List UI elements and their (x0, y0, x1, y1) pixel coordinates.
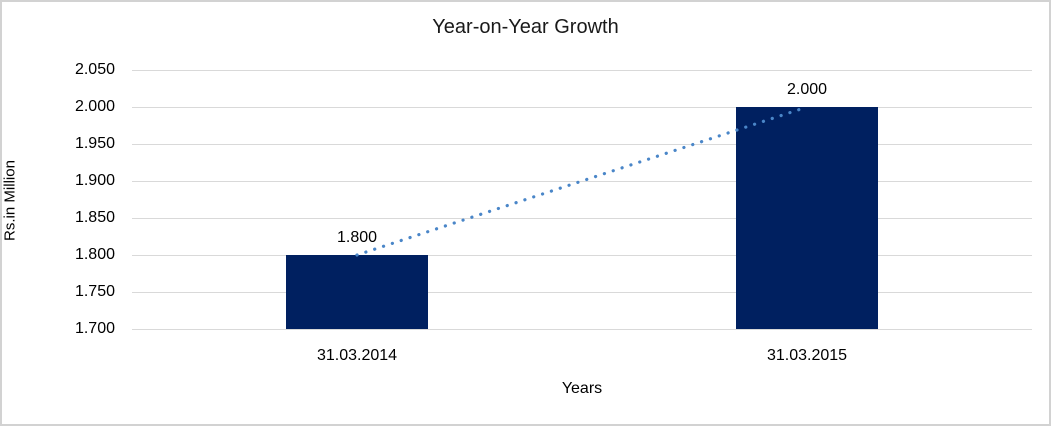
y-tick-label: 1.800 (74, 246, 115, 263)
x-category-label: 31.03.2014 (316, 347, 398, 364)
gridline (132, 255, 1032, 256)
gridline (132, 144, 1032, 145)
gridline (132, 329, 1032, 330)
x-category-label: 31.03.2015 (766, 347, 848, 364)
gridline (132, 218, 1032, 219)
plot-area: 2.050 2.000 1.950 1.900 1.850 1.800 1.750 1.700… (2, 2, 1049, 424)
gridline (132, 181, 1032, 182)
y-tick-label: 2.050 (74, 61, 115, 78)
chart-title: Year-on-Year Growth (432, 16, 619, 38)
y-tick-label: 2.000 (74, 98, 115, 115)
gridline (132, 292, 1032, 293)
x-axis-title: Years (561, 380, 603, 397)
y-tick-label: 1.700 (74, 320, 115, 337)
gridline (132, 107, 1032, 108)
y-tick-label: 1.950 (74, 135, 115, 152)
y-tick-label: 1.750 (74, 283, 115, 300)
gridline (132, 70, 1032, 71)
bar-value-label: 2.000 (786, 81, 828, 98)
y-tick-label: 1.900 (74, 172, 115, 189)
bar-value-label: 1.800 (336, 229, 378, 246)
bar-31.03.2015 (736, 107, 878, 329)
y-tick-label: 1.850 (74, 209, 115, 226)
bar-31.03.2014 (286, 255, 428, 329)
